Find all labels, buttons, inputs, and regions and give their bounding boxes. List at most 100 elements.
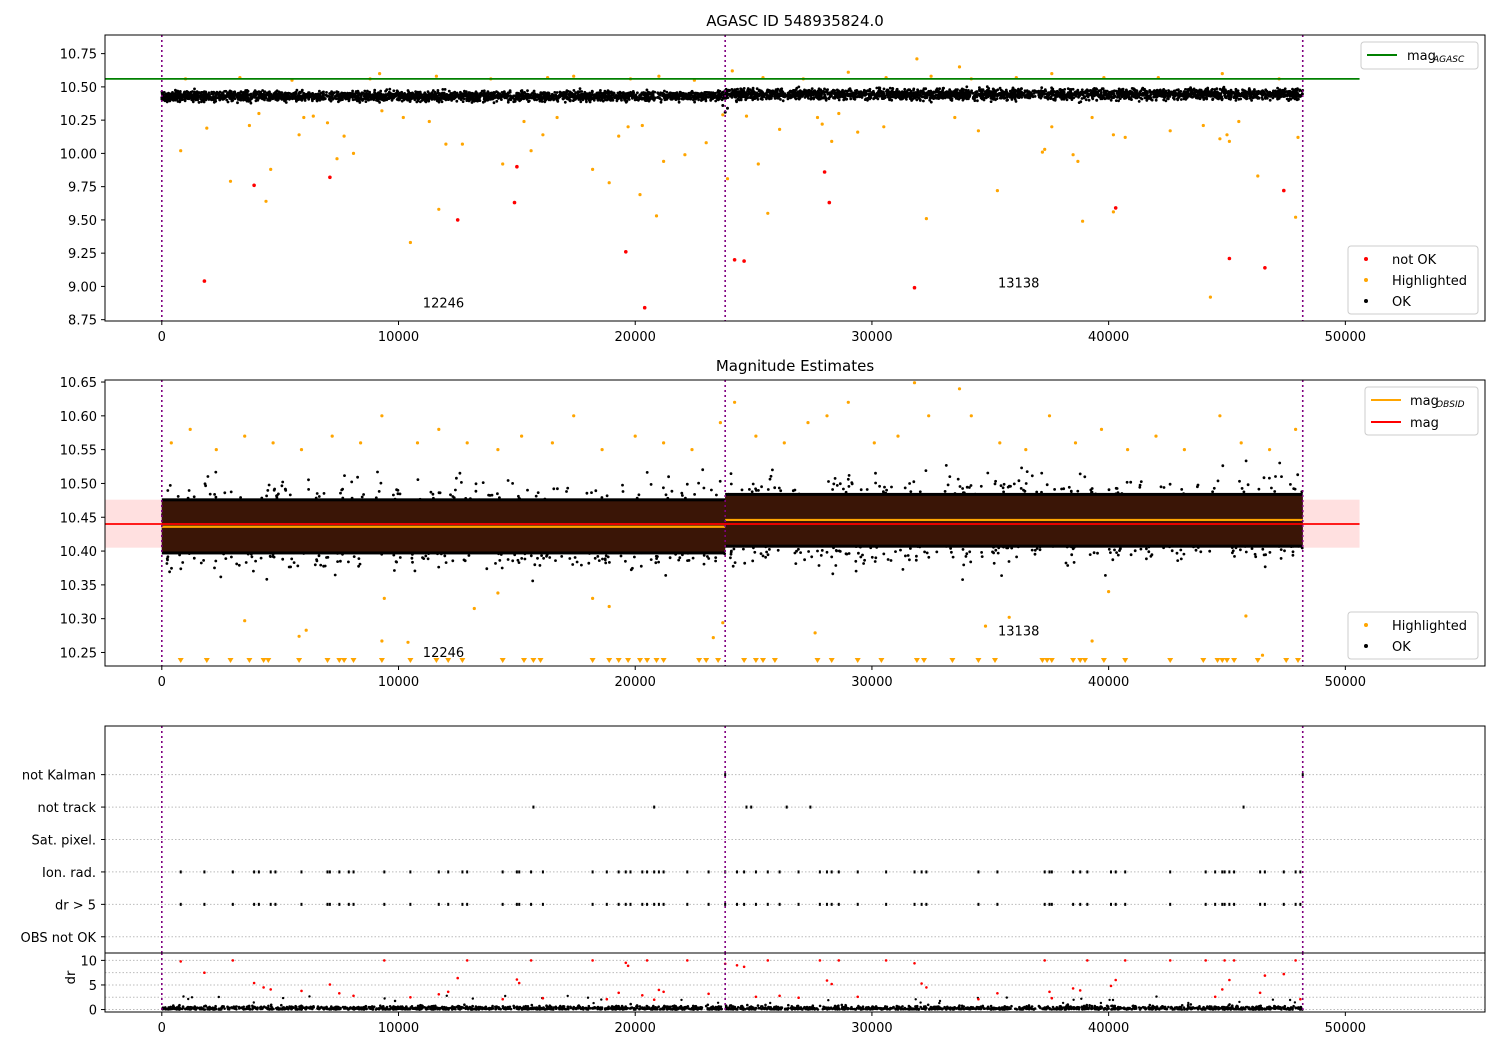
ok-point — [328, 98, 332, 102]
ok-point — [658, 93, 661, 97]
ok-point — [510, 96, 514, 100]
ok-point — [1209, 93, 1213, 97]
ok-point — [519, 94, 523, 97]
ok-point — [1200, 92, 1204, 96]
ok-point — [1121, 87, 1125, 91]
ok-point — [1109, 98, 1113, 102]
ok-point — [910, 99, 913, 102]
ok-point — [634, 95, 638, 98]
ok-point — [192, 97, 196, 101]
ok-point — [470, 101, 474, 104]
ok-point — [828, 95, 832, 98]
ok-point — [720, 91, 724, 95]
ok-point — [291, 94, 294, 97]
ok-point — [996, 88, 1000, 92]
ok-point — [417, 94, 420, 98]
ok-point — [226, 100, 230, 104]
ok-point — [415, 96, 418, 100]
ok-point — [822, 96, 825, 100]
ok-point — [739, 98, 743, 102]
ok-point — [820, 90, 823, 94]
ok-point — [215, 90, 219, 94]
ok-point — [757, 94, 761, 98]
ok-point — [364, 100, 368, 103]
ok-point — [871, 92, 875, 96]
ok-point — [430, 98, 434, 101]
ok-point — [486, 98, 489, 102]
ok-point — [824, 98, 828, 102]
ok-point — [700, 98, 704, 102]
ok-point — [366, 89, 369, 93]
ok-point — [493, 96, 496, 100]
ok-point — [755, 87, 759, 91]
ok-point — [231, 99, 235, 102]
ok-point — [384, 89, 387, 93]
ok-point — [663, 89, 666, 93]
ok-point — [288, 95, 292, 98]
ok-point — [1236, 90, 1239, 94]
ok-point — [1199, 88, 1203, 92]
ok-point — [841, 94, 844, 98]
ok-point — [364, 96, 368, 100]
ok-point — [868, 89, 871, 93]
ok-point — [976, 99, 979, 103]
ok-point — [993, 92, 996, 96]
ok-point — [697, 98, 700, 102]
ok-point — [693, 96, 696, 100]
ok-point — [542, 92, 546, 96]
ok-point — [436, 89, 440, 92]
ok-point — [304, 96, 308, 99]
ok-point — [882, 87, 886, 91]
ok-point — [736, 97, 740, 101]
ok-point — [1184, 88, 1187, 91]
ok-point — [1010, 96, 1014, 99]
ok-point — [1148, 90, 1152, 93]
ok-point — [578, 87, 582, 90]
ok-point — [389, 94, 393, 98]
ok-point — [973, 99, 977, 102]
ok-point — [547, 92, 551, 96]
ok-point — [353, 92, 357, 96]
ok-point — [1276, 89, 1280, 93]
ok-point — [981, 93, 985, 97]
ok-point — [656, 95, 660, 99]
ok-point — [620, 96, 624, 99]
ok-point — [526, 95, 529, 99]
ok-point — [1103, 97, 1107, 101]
ok-point — [670, 96, 674, 100]
ok-point — [950, 99, 954, 102]
ok-point — [580, 90, 584, 93]
ok-point — [646, 99, 649, 102]
ok-point — [250, 97, 253, 100]
ok-point — [1087, 98, 1091, 102]
ok-point — [888, 97, 892, 101]
ok-point — [1274, 89, 1277, 93]
ok-point — [1106, 93, 1110, 97]
ok-point — [624, 94, 628, 98]
ok-point — [1264, 95, 1267, 99]
ok-point — [665, 90, 669, 94]
ok-point — [807, 88, 811, 92]
ok-point — [218, 94, 221, 98]
ok-point — [998, 86, 1002, 90]
ok-point — [171, 91, 174, 94]
ok-point — [455, 91, 459, 95]
ok-point — [666, 94, 669, 97]
ok-point — [176, 95, 180, 98]
ok-point — [1229, 97, 1232, 101]
ok-point — [206, 95, 210, 98]
ok-point — [599, 89, 602, 92]
agasc-plot-area — [105, 57, 1360, 310]
ok-point — [379, 89, 383, 93]
ok-point — [1129, 97, 1133, 101]
ok-point — [781, 90, 785, 94]
ok-point — [1292, 95, 1296, 98]
ok-point — [1213, 90, 1217, 94]
ok-point — [555, 91, 559, 94]
ok-point — [441, 91, 444, 95]
ok-point — [468, 94, 471, 98]
ok-point — [535, 98, 539, 102]
ok-point — [316, 98, 320, 102]
